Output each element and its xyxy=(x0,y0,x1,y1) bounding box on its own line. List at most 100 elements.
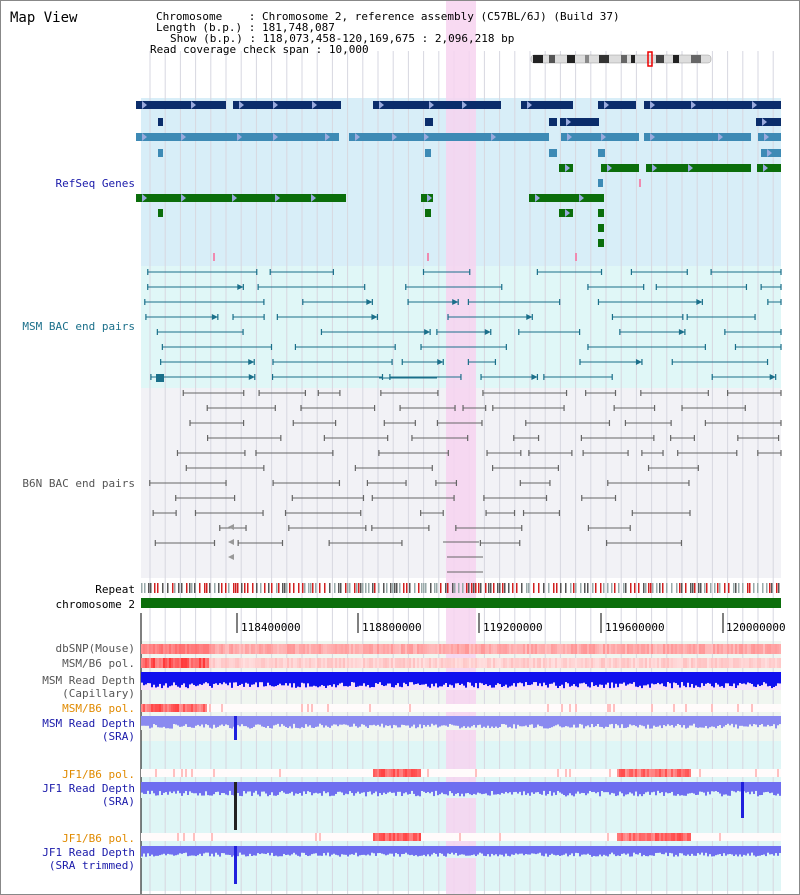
msm-b6-pol2-density xyxy=(513,704,515,712)
dbsnp-density xyxy=(305,644,307,654)
jf1-b6-pol-density xyxy=(363,769,365,777)
jf1-depth-trimmed xyxy=(231,846,233,857)
msm-depth-capillary xyxy=(651,672,653,684)
dbsnp-density xyxy=(699,644,701,654)
jf1-depth-sra xyxy=(193,782,195,794)
msm-b6-pol-density xyxy=(635,658,637,668)
msm-b6-pol2-density xyxy=(385,704,387,712)
dbsnp-density xyxy=(211,644,213,654)
jf1-depth-sra xyxy=(773,782,775,796)
msm-depth-capillary xyxy=(485,672,487,685)
msm-depth-capillary xyxy=(199,672,201,685)
jf1-depth-sra xyxy=(311,782,313,796)
dbsnp-density xyxy=(599,644,601,654)
msm-b6-pol-density xyxy=(609,658,611,668)
jf1-depth-trimmed xyxy=(141,846,143,857)
repeat-element xyxy=(252,583,254,593)
jf1-b6-pol2-density xyxy=(687,833,689,841)
repeat-element xyxy=(778,583,780,593)
jf1-b6-pol2-density xyxy=(409,833,411,841)
jf1-depth-trimmed xyxy=(771,846,773,855)
jf1-b6-pol2-density xyxy=(699,833,701,841)
jf1-depth-trimmed xyxy=(579,846,581,857)
dbsnp-density xyxy=(701,644,703,654)
dbsnp-density xyxy=(473,644,475,654)
jf1-depth-trimmed xyxy=(531,846,533,854)
jf1-b6-pol-density xyxy=(651,769,653,777)
jf1-depth-trimmed xyxy=(437,846,439,857)
repeat-element xyxy=(623,583,625,593)
msm-b6-pol-density xyxy=(263,658,265,668)
dbsnp-density xyxy=(521,644,523,654)
jf1-b6-pol-density xyxy=(161,769,163,777)
jf1-depth-sra xyxy=(557,782,559,792)
track-label-msm-bac[interactable]: MSM BAC end pairs xyxy=(22,320,135,333)
jf1-depth-trimmed xyxy=(403,846,405,854)
jf1-depth-trimmed xyxy=(273,846,275,857)
jf1-b6-pol2-density xyxy=(189,833,191,841)
region-info: Chromosome : Chromosome 2, reference ass… xyxy=(150,10,620,56)
jf1-depth-trimmed xyxy=(143,846,145,854)
dbsnp-density xyxy=(659,644,661,654)
jf1-b6-pol2-density xyxy=(623,833,625,841)
msm-b6-pol-density xyxy=(763,658,765,668)
msm-b6-pol2-density xyxy=(453,704,455,712)
jf1-b6-pol2-density xyxy=(773,833,775,841)
msm-b6-pol2-density xyxy=(451,704,453,712)
jf1-b6-pol2-density xyxy=(277,833,279,841)
msm-bac-pair-arrow xyxy=(531,374,538,380)
repeat-element xyxy=(319,583,321,593)
msm-b6-pol2-density xyxy=(359,704,361,712)
repeat-element xyxy=(762,583,764,593)
jf1-depth-sra xyxy=(351,782,353,793)
dbsnp-density xyxy=(345,644,347,654)
msm-depth-sra xyxy=(537,716,539,725)
jf1-b6-pol2-density xyxy=(615,833,617,841)
jf1-depth-trimmed xyxy=(207,846,209,853)
msm-b6-pol-density xyxy=(307,658,309,668)
jf1-depth-trimmed xyxy=(181,846,183,854)
track-label-b6n-bac[interactable]: B6N BAC end pairs xyxy=(22,477,135,490)
jf1-depth-sra xyxy=(165,782,167,793)
msm-depth-sra xyxy=(377,716,379,725)
msm-depth-sra xyxy=(339,716,341,725)
jf1-depth-sra xyxy=(391,782,393,793)
jf1-depth-sra xyxy=(665,782,667,793)
jf1-depth-trimmed xyxy=(487,846,489,855)
jf1-b6-pol2-density xyxy=(531,833,533,841)
repeat-element xyxy=(766,583,768,593)
msm-b6-pol2-density xyxy=(415,704,417,712)
jf1-depth-trimmed xyxy=(419,846,421,856)
track-label-refseq[interactable]: RefSeq Genes xyxy=(55,177,135,190)
msm-b6-pol2-density xyxy=(539,704,541,712)
msm-depth-sra xyxy=(765,716,767,727)
msm-depth-sra xyxy=(511,716,513,729)
repeat-element xyxy=(662,583,664,593)
jf1-depth-trimmed xyxy=(483,846,485,856)
msm-depth-capillary xyxy=(611,672,613,683)
msm-depth-capillary xyxy=(147,672,149,684)
msm-depth-capillary xyxy=(603,672,605,688)
msm-depth-capillary xyxy=(347,672,349,687)
msm-b6-pol-density xyxy=(639,658,641,668)
msm-b6-pol-density xyxy=(453,658,455,668)
jf1-depth-sra xyxy=(641,782,643,797)
msm-b6-pol2-density xyxy=(621,704,623,712)
msm-b6-pol2-density xyxy=(201,704,203,712)
msm-depth-sra xyxy=(701,716,703,728)
jf1-depth-trimmed xyxy=(163,846,165,854)
dbsnp-density xyxy=(365,644,367,654)
msm-depth-capillary xyxy=(691,672,693,684)
msm-depth-capillary xyxy=(149,672,151,684)
msm-depth-capillary xyxy=(579,672,581,684)
dbsnp-density xyxy=(151,644,153,654)
msm-b6-pol2-density xyxy=(389,704,391,712)
msm-depth-sra xyxy=(217,716,219,727)
dbsnp-density xyxy=(629,644,631,654)
msm-b6-pol-density xyxy=(613,658,615,668)
jf1-b6-pol2-density xyxy=(393,833,395,841)
jf1-depth-sra xyxy=(361,782,363,793)
jf1-depth-sra xyxy=(467,782,469,793)
msm-b6-pol2-density xyxy=(573,704,575,712)
